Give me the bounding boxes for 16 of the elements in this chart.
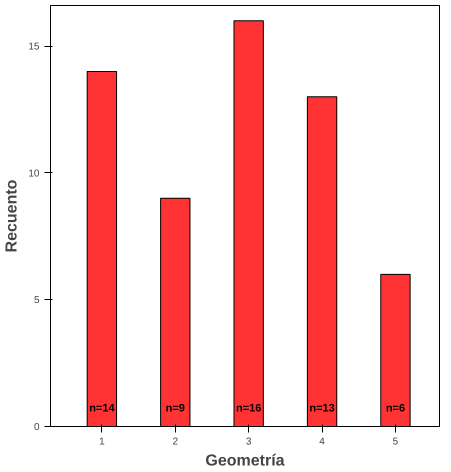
y-tick-label: 5 (34, 295, 40, 306)
x-tick-label: 1 (99, 436, 106, 448)
x-tick-label: 4 (319, 436, 326, 448)
data-label: n=6 (386, 402, 406, 414)
data-label: n=13 (309, 402, 335, 414)
y-tick-label: 10 (28, 168, 40, 180)
x-tick-label: 2 (172, 436, 178, 448)
x-axis-title: Geometría (205, 452, 285, 470)
x-tick-label: 3 (246, 436, 252, 448)
y-tick-label: 15 (28, 42, 40, 53)
data-label: n=9 (166, 402, 185, 414)
data-label: n=14 (89, 402, 116, 414)
x-tick-label: 5 (392, 436, 399, 448)
data-label: n=16 (236, 402, 262, 414)
y-tick-label: 0 (34, 422, 40, 433)
y-axis-title: Recuento (3, 179, 20, 252)
